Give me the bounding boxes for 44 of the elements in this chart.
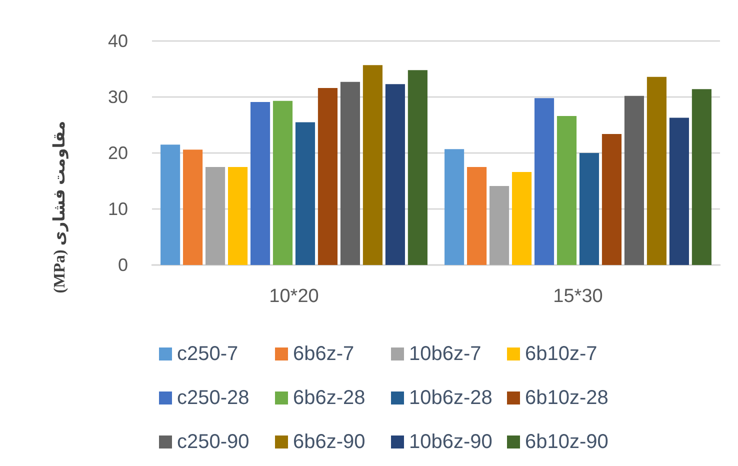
bar	[318, 88, 338, 265]
legend-label: 10b6z-7	[409, 343, 482, 365]
legend-label: c250-28	[177, 387, 250, 409]
legend-label: c250-7	[177, 343, 238, 365]
y-tick-label: 20	[108, 143, 128, 163]
legend-label: c250-90	[177, 431, 250, 453]
x-tick-label: 10*20	[269, 286, 319, 307]
bar	[206, 167, 226, 265]
bar	[579, 153, 600, 265]
legend-label: 10b6z-28	[409, 387, 492, 409]
y-axis-title: مقاومت فشاری (MPa)	[52, 120, 68, 294]
bar	[490, 186, 510, 265]
bar	[556, 116, 577, 265]
bar	[467, 167, 487, 265]
bar	[512, 172, 532, 265]
bar	[534, 98, 554, 265]
y-tick-label: 30	[108, 87, 128, 107]
legend-label: 6b6z-90	[293, 431, 366, 453]
bar	[602, 134, 622, 265]
bar	[692, 89, 712, 265]
bar	[340, 82, 360, 265]
legend-label: 10b6z-90	[409, 431, 492, 453]
legend-label: 6b6z-7	[293, 343, 354, 365]
bar	[295, 122, 316, 265]
bar	[669, 118, 689, 265]
bar	[183, 150, 203, 265]
legend-label: 6b10z-90	[525, 431, 608, 453]
bar	[250, 102, 270, 265]
bar	[646, 76, 666, 265]
x-tick-label: 15*30	[553, 286, 603, 307]
y-tick-label: 10	[108, 199, 128, 219]
legend-label: 6b6z-28	[293, 387, 366, 409]
bar	[408, 70, 428, 265]
bar	[362, 65, 382, 265]
bar	[272, 100, 293, 265]
y-tick-label: 0	[118, 255, 128, 275]
legend-label: 6b10z-7	[525, 343, 598, 365]
bar	[160, 144, 180, 265]
bar	[228, 167, 248, 265]
bar	[385, 84, 405, 265]
bar	[444, 149, 464, 265]
bar	[624, 96, 644, 265]
legend-label: 6b10z-28	[525, 387, 608, 409]
y-tick-label: 40	[108, 31, 128, 51]
